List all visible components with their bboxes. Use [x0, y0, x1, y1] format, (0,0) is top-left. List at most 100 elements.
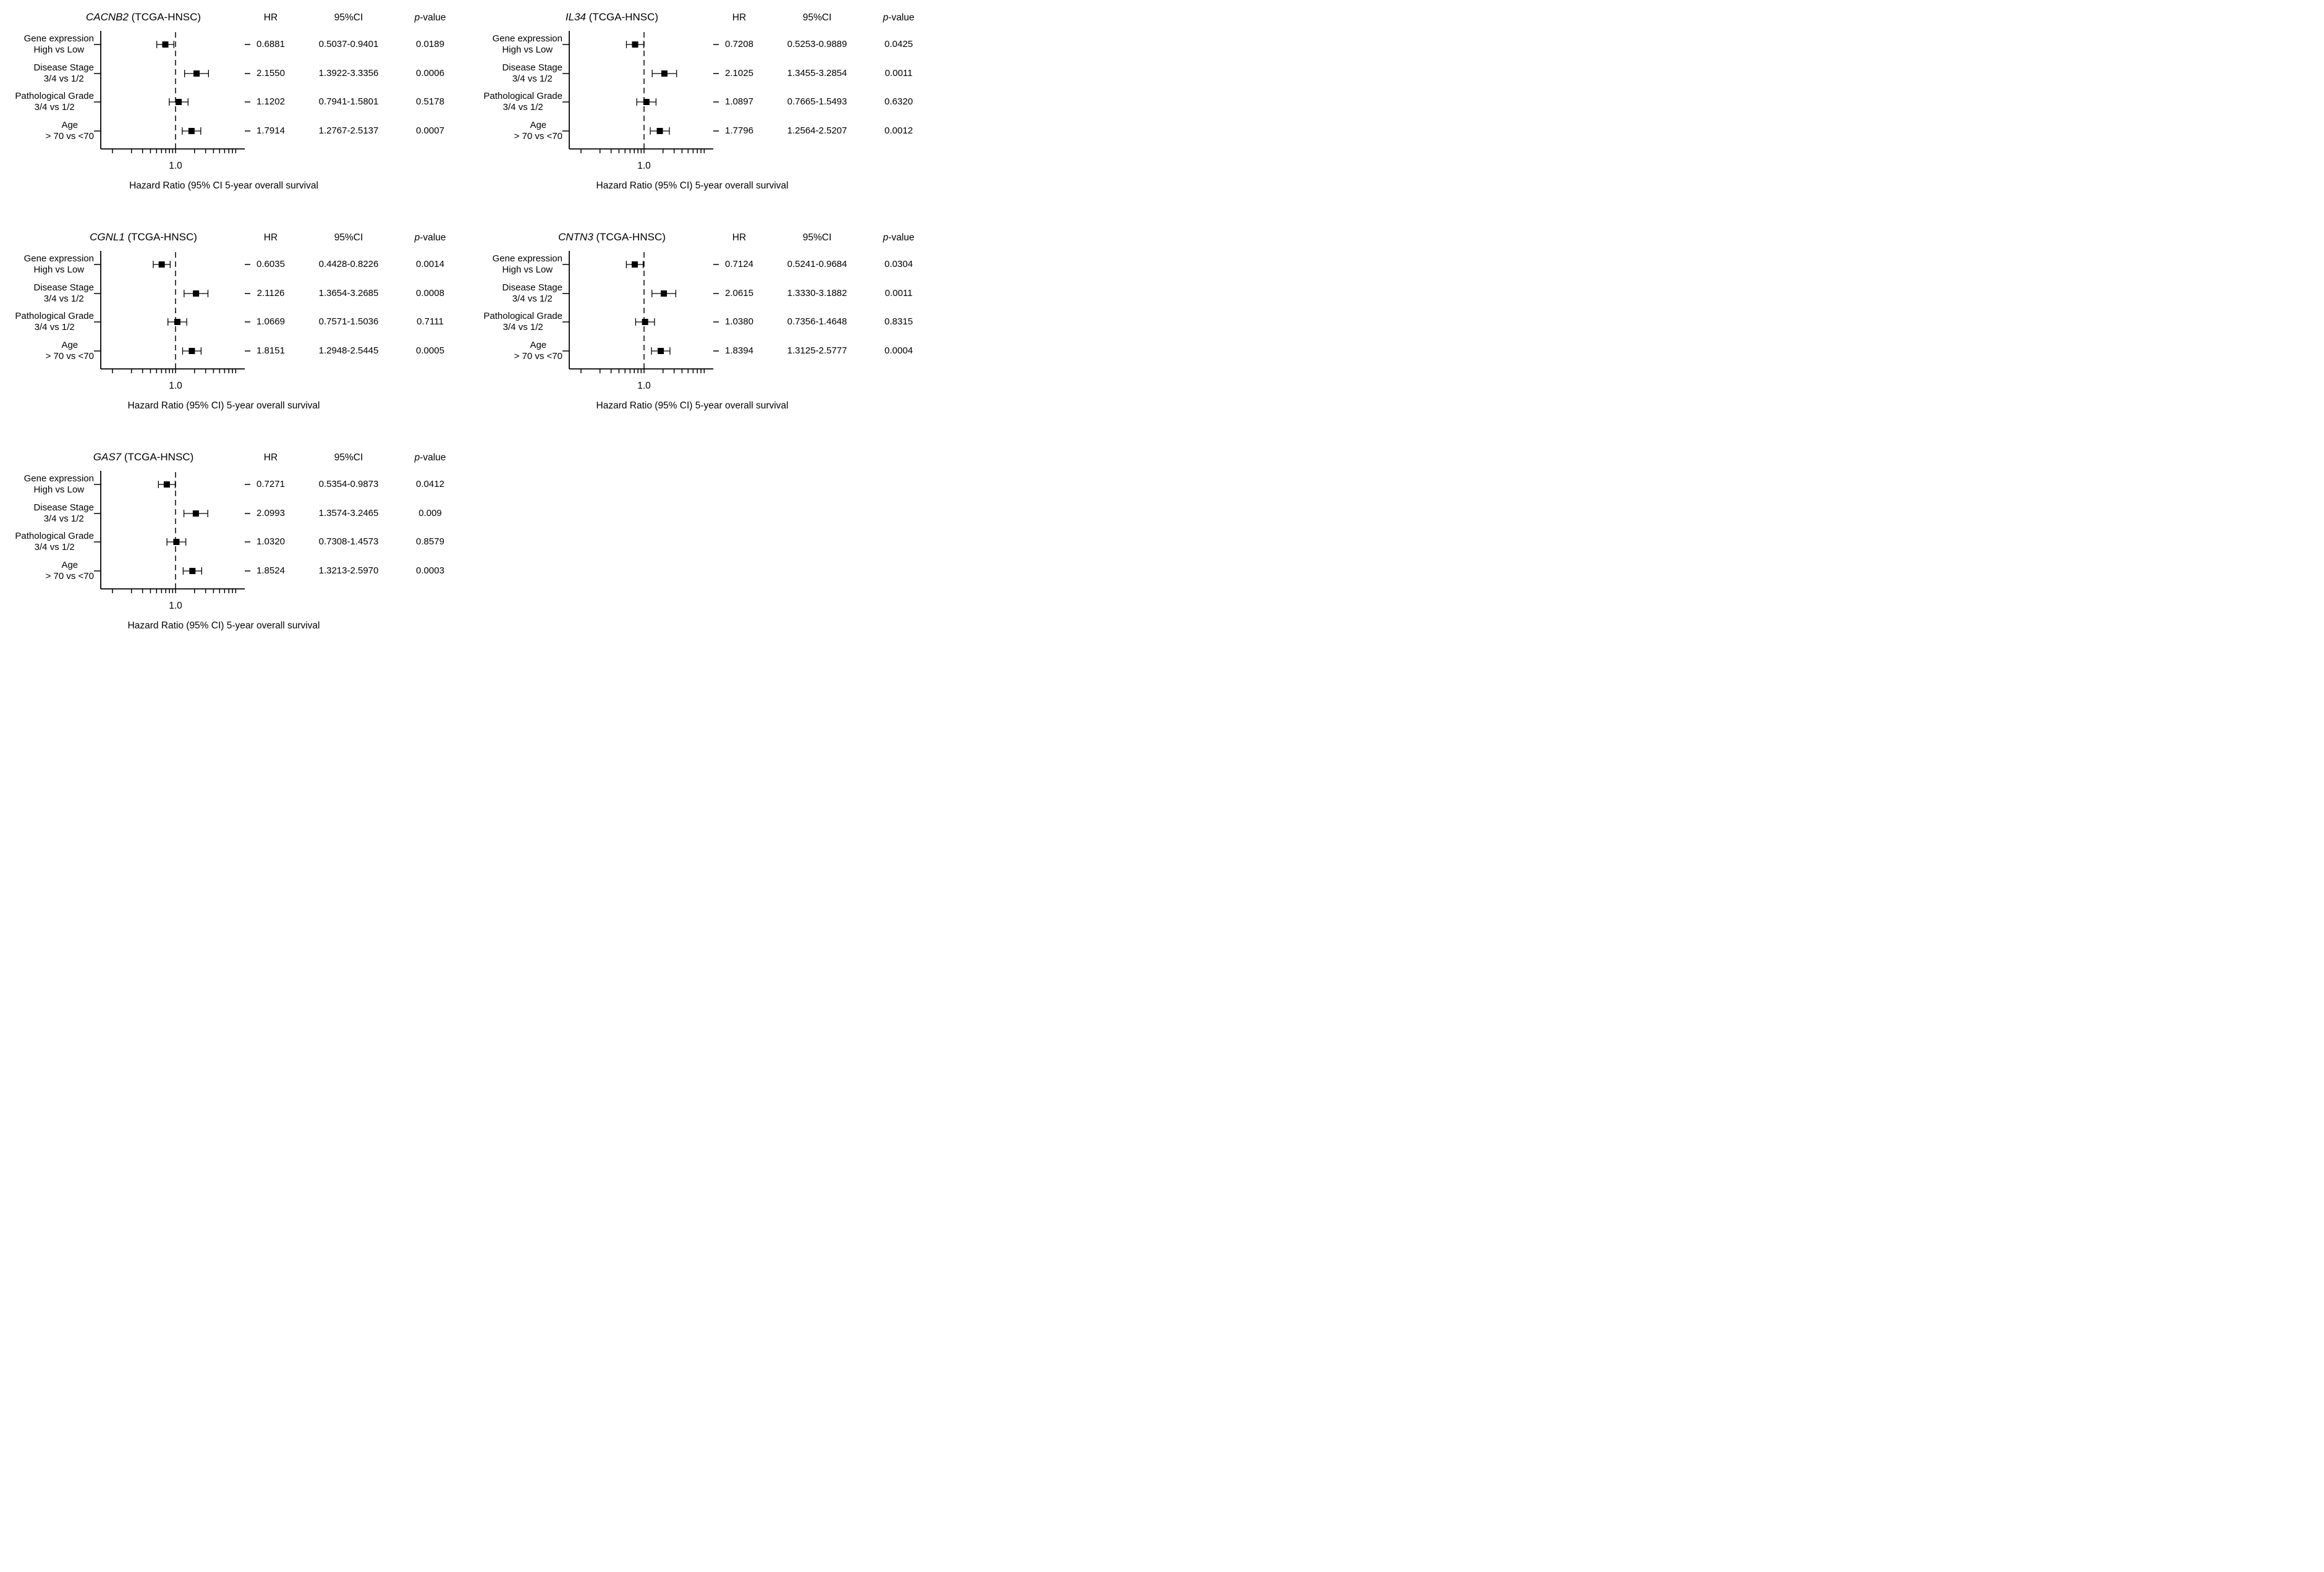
hr-point-marker — [193, 290, 200, 297]
col-header-ci: 95%CI — [334, 452, 363, 463]
p-italic: p — [414, 452, 420, 463]
hr-value: 2.1550 — [257, 68, 285, 78]
row-label-line: Age — [61, 560, 78, 570]
forest-panel: GAS7 (TCGA-HNSC) HR 95%CI p-value 1.0 Ha… — [1, 445, 466, 633]
row-label: Gene expression High vs Low — [493, 253, 562, 276]
row-label: Disease Stage 3/4 vs 1/2 — [33, 282, 94, 305]
hr-point-marker — [631, 261, 638, 268]
p-value: 0.0011 — [884, 68, 913, 78]
row-label-line: Age — [61, 340, 78, 350]
col-header-hr: HR — [732, 232, 747, 243]
p-value: 0.0004 — [884, 345, 913, 356]
row-label-line: 3/4 vs 1/2 — [43, 74, 84, 84]
row-label-line: High vs Low — [33, 484, 85, 495]
panel-title: CGNL1 (TCGA-HNSC) — [1, 231, 286, 243]
col-header-ci: 95%CI — [334, 232, 363, 243]
ci-value: 1.2948-2.5445 — [318, 345, 379, 356]
row-label: Pathological Grade 3/4 vs 1/2 — [15, 311, 94, 333]
ci-value: 0.7356-1.4648 — [787, 316, 847, 327]
hr-point-marker — [661, 290, 668, 297]
ci-value: 1.3654-3.2685 — [318, 288, 379, 298]
row-label-line: Gene expression — [492, 253, 562, 264]
forest-plot-svg — [94, 471, 250, 593]
panel-title: CNTN3 (TCGA-HNSC) — [470, 231, 754, 243]
gene-name: IL34 — [565, 11, 586, 23]
col-header-pvalue: p-value — [402, 232, 459, 243]
hr-point-marker — [174, 319, 180, 325]
row-label-line: 3/4 vs 1/2 — [503, 102, 543, 112]
row-label: Pathological Grade 3/4 vs 1/2 — [483, 91, 562, 113]
p-value: 0.0412 — [416, 479, 444, 489]
col-header-hr: HR — [263, 12, 278, 23]
hr-value: 1.7914 — [257, 125, 285, 136]
hr-value: 1.0897 — [725, 96, 753, 107]
row-label-line: Age — [61, 120, 78, 130]
hr-point-marker — [661, 70, 668, 77]
p-value: 0.0006 — [416, 68, 444, 78]
col-header-ci: 95%CI — [802, 232, 832, 243]
hr-value: 0.7124 — [725, 259, 753, 269]
ci-value: 1.2767-2.5137 — [318, 125, 379, 136]
row-label: Pathological Grade 3/4 vs 1/2 — [15, 91, 94, 113]
row-label-line: Age — [530, 340, 547, 350]
hr-value: 2.1025 — [725, 68, 753, 78]
row-label-line: 3/4 vs 1/2 — [34, 322, 75, 332]
p-italic: p — [414, 232, 420, 243]
row-label: Disease Stage 3/4 vs 1/2 — [502, 62, 562, 85]
row-label-line: 3/4 vs 1/2 — [43, 294, 84, 304]
x-axis-label: Hazard Ratio (95% CI) 5-year overall sur… — [127, 400, 320, 411]
row-label-line: Gene expression — [492, 33, 562, 44]
ci-value: 1.3330-3.1882 — [787, 288, 847, 298]
forest-panel: CNTN3 (TCGA-HNSC) HR 95%CI p-value 1.0 H… — [470, 225, 930, 445]
col-header-pvalue: p-value — [870, 232, 927, 243]
col-header-pvalue: p-value — [870, 12, 927, 23]
col-header-hr: HR — [263, 232, 278, 243]
hr-value: 1.0669 — [257, 316, 285, 327]
p-value: 0.0008 — [416, 288, 444, 298]
row-label-line: Age — [530, 120, 547, 130]
ci-value: 0.5241-0.9684 — [787, 259, 847, 269]
row-label-line: > 70 vs <70 — [45, 571, 94, 581]
ci-value: 0.5253-0.9889 — [787, 39, 847, 49]
forest-panel: IL34 (TCGA-HNSC) HR 95%CI p-value 1.0 Ha… — [470, 5, 930, 225]
ci-value: 0.4428-0.8226 — [318, 259, 379, 269]
axis-ref-label: 1.0 — [169, 601, 182, 611]
hr-point-marker — [176, 99, 182, 105]
p-italic: p — [414, 12, 420, 23]
hr-point-marker — [189, 348, 195, 354]
panel-title: GAS7 (TCGA-HNSC) — [1, 451, 286, 463]
row-label-line: > 70 vs <70 — [45, 351, 94, 361]
row-label: Age > 70 vs <70 — [46, 340, 94, 362]
row-label: Disease Stage 3/4 vs 1/2 — [33, 502, 94, 525]
hr-point-marker — [656, 128, 663, 134]
hr-point-marker — [189, 568, 196, 574]
row-label: Age > 70 vs <70 — [514, 340, 562, 362]
hr-value: 1.0320 — [257, 536, 285, 547]
hr-value: 1.8151 — [257, 345, 285, 356]
hr-value: 2.0993 — [257, 508, 285, 518]
p-value: 0.0011 — [884, 288, 913, 298]
ci-value: 0.7941-1.5801 — [318, 96, 379, 107]
p-value: 0.8579 — [416, 536, 444, 547]
row-label-line: High vs Low — [33, 44, 85, 55]
row-label-line: Gene expression — [23, 473, 94, 484]
row-label: Pathological Grade 3/4 vs 1/2 — [483, 311, 562, 333]
row-label-line: 3/4 vs 1/2 — [512, 294, 553, 304]
row-label-line: Disease Stage — [502, 62, 562, 73]
p-value: 0.0304 — [884, 259, 913, 269]
row-label-line: Pathological Grade — [483, 91, 562, 101]
col-header-pvalue: p-value — [402, 452, 459, 463]
gene-name: CNTN3 — [558, 231, 593, 243]
x-axis-label: Hazard Ratio (95% CI) 5-year overall sur… — [127, 620, 320, 631]
row-label-line: Gene expression — [23, 253, 94, 264]
row-label-line: Gene expression — [23, 33, 94, 44]
forest-panel: CACNB2 (TCGA-HNSC) HR 95%CI p-value 1.0 … — [1, 5, 466, 225]
p-value: 0.0425 — [884, 39, 913, 49]
col-header-hr: HR — [732, 12, 747, 23]
row-label-line: 3/4 vs 1/2 — [34, 542, 75, 552]
hr-value: 1.7796 — [725, 125, 753, 136]
x-axis-label: Hazard Ratio (95% CI 5-year overall surv… — [129, 180, 318, 191]
p-value: 0.0014 — [416, 259, 444, 269]
cohort-label: (TCGA-HNSC) — [593, 231, 666, 243]
p-value: 0.0007 — [416, 125, 444, 136]
